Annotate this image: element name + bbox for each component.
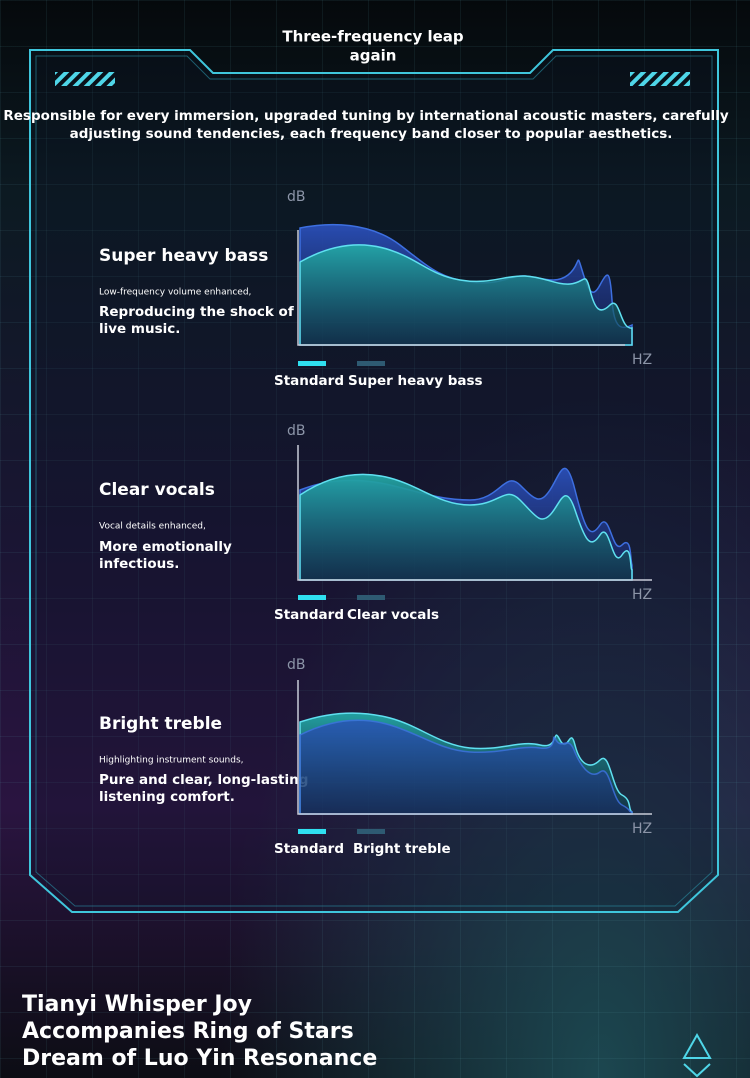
intro-line: Responsible for every immersion, upgrade… (3, 108, 728, 124)
section-desc: Reproducing the shock of (99, 304, 294, 320)
legend-swatch (357, 361, 385, 366)
footer-line: Dream of Luo Yin Resonance (22, 1046, 377, 1071)
hatch-right (630, 72, 690, 86)
header-title-line: Three-frequency leap (282, 28, 464, 46)
section-desc: More emotionally (99, 539, 232, 555)
section-title: Super heavy bass (99, 246, 268, 266)
section-title: Clear vocals (99, 480, 215, 500)
axes (297, 230, 625, 346)
y-axis-label: dB (287, 423, 306, 439)
section: Super heavy bass Low-frequency volume en… (99, 189, 652, 389)
legend-swatch (298, 829, 326, 834)
section-note: Low-frequency volume enhanced, (99, 288, 251, 298)
section: Clear vocals Vocal details enhanced, Mor… (99, 423, 652, 623)
section-note: Highlighting instrument sounds, (99, 756, 244, 766)
curve-standard (299, 244, 633, 346)
x-axis-label: HZ (632, 587, 652, 603)
x-axis-label: HZ (632, 821, 652, 837)
footer-line: Tianyi Whisper Joy (22, 992, 252, 1017)
y-axis-label: dB (287, 657, 306, 673)
axes (297, 445, 652, 581)
legend-swatch (298, 595, 326, 600)
section: Bright treble Highlighting instrument so… (99, 657, 652, 857)
section-desc: Pure and clear, long-lasting (99, 772, 308, 788)
y-axis-label: dB (287, 189, 306, 205)
legend-label: Standard (274, 373, 344, 389)
x-axis-label: HZ (632, 352, 652, 368)
legend-swatch (357, 829, 385, 834)
curve-variant (299, 719, 633, 815)
section-desc: listening comfort. (99, 789, 235, 805)
intro-line: adjusting sound tendencies, each frequen… (70, 126, 673, 142)
frame-inner (35, 55, 713, 907)
axes (297, 680, 652, 815)
footer-line: Accompanies Ring of Stars (22, 1019, 354, 1044)
curve-standard (299, 473, 633, 581)
section-desc: live music. (99, 321, 180, 337)
hatch-left (55, 72, 115, 86)
section-title: Bright treble (99, 714, 222, 734)
logo (682, 1032, 712, 1078)
legend-swatch (357, 595, 385, 600)
legend-label: Standard (274, 841, 344, 857)
section-desc: infectious. (99, 556, 179, 572)
section-note: Vocal details enhanced, (99, 522, 206, 532)
legend-swatch (298, 361, 326, 366)
legend-label: Clear vocals (347, 607, 439, 623)
header-title-line: again (350, 47, 397, 65)
legend-label: Bright treble (353, 841, 451, 857)
legend-label: Standard (274, 607, 344, 623)
legend-label: Super heavy bass (348, 373, 483, 389)
